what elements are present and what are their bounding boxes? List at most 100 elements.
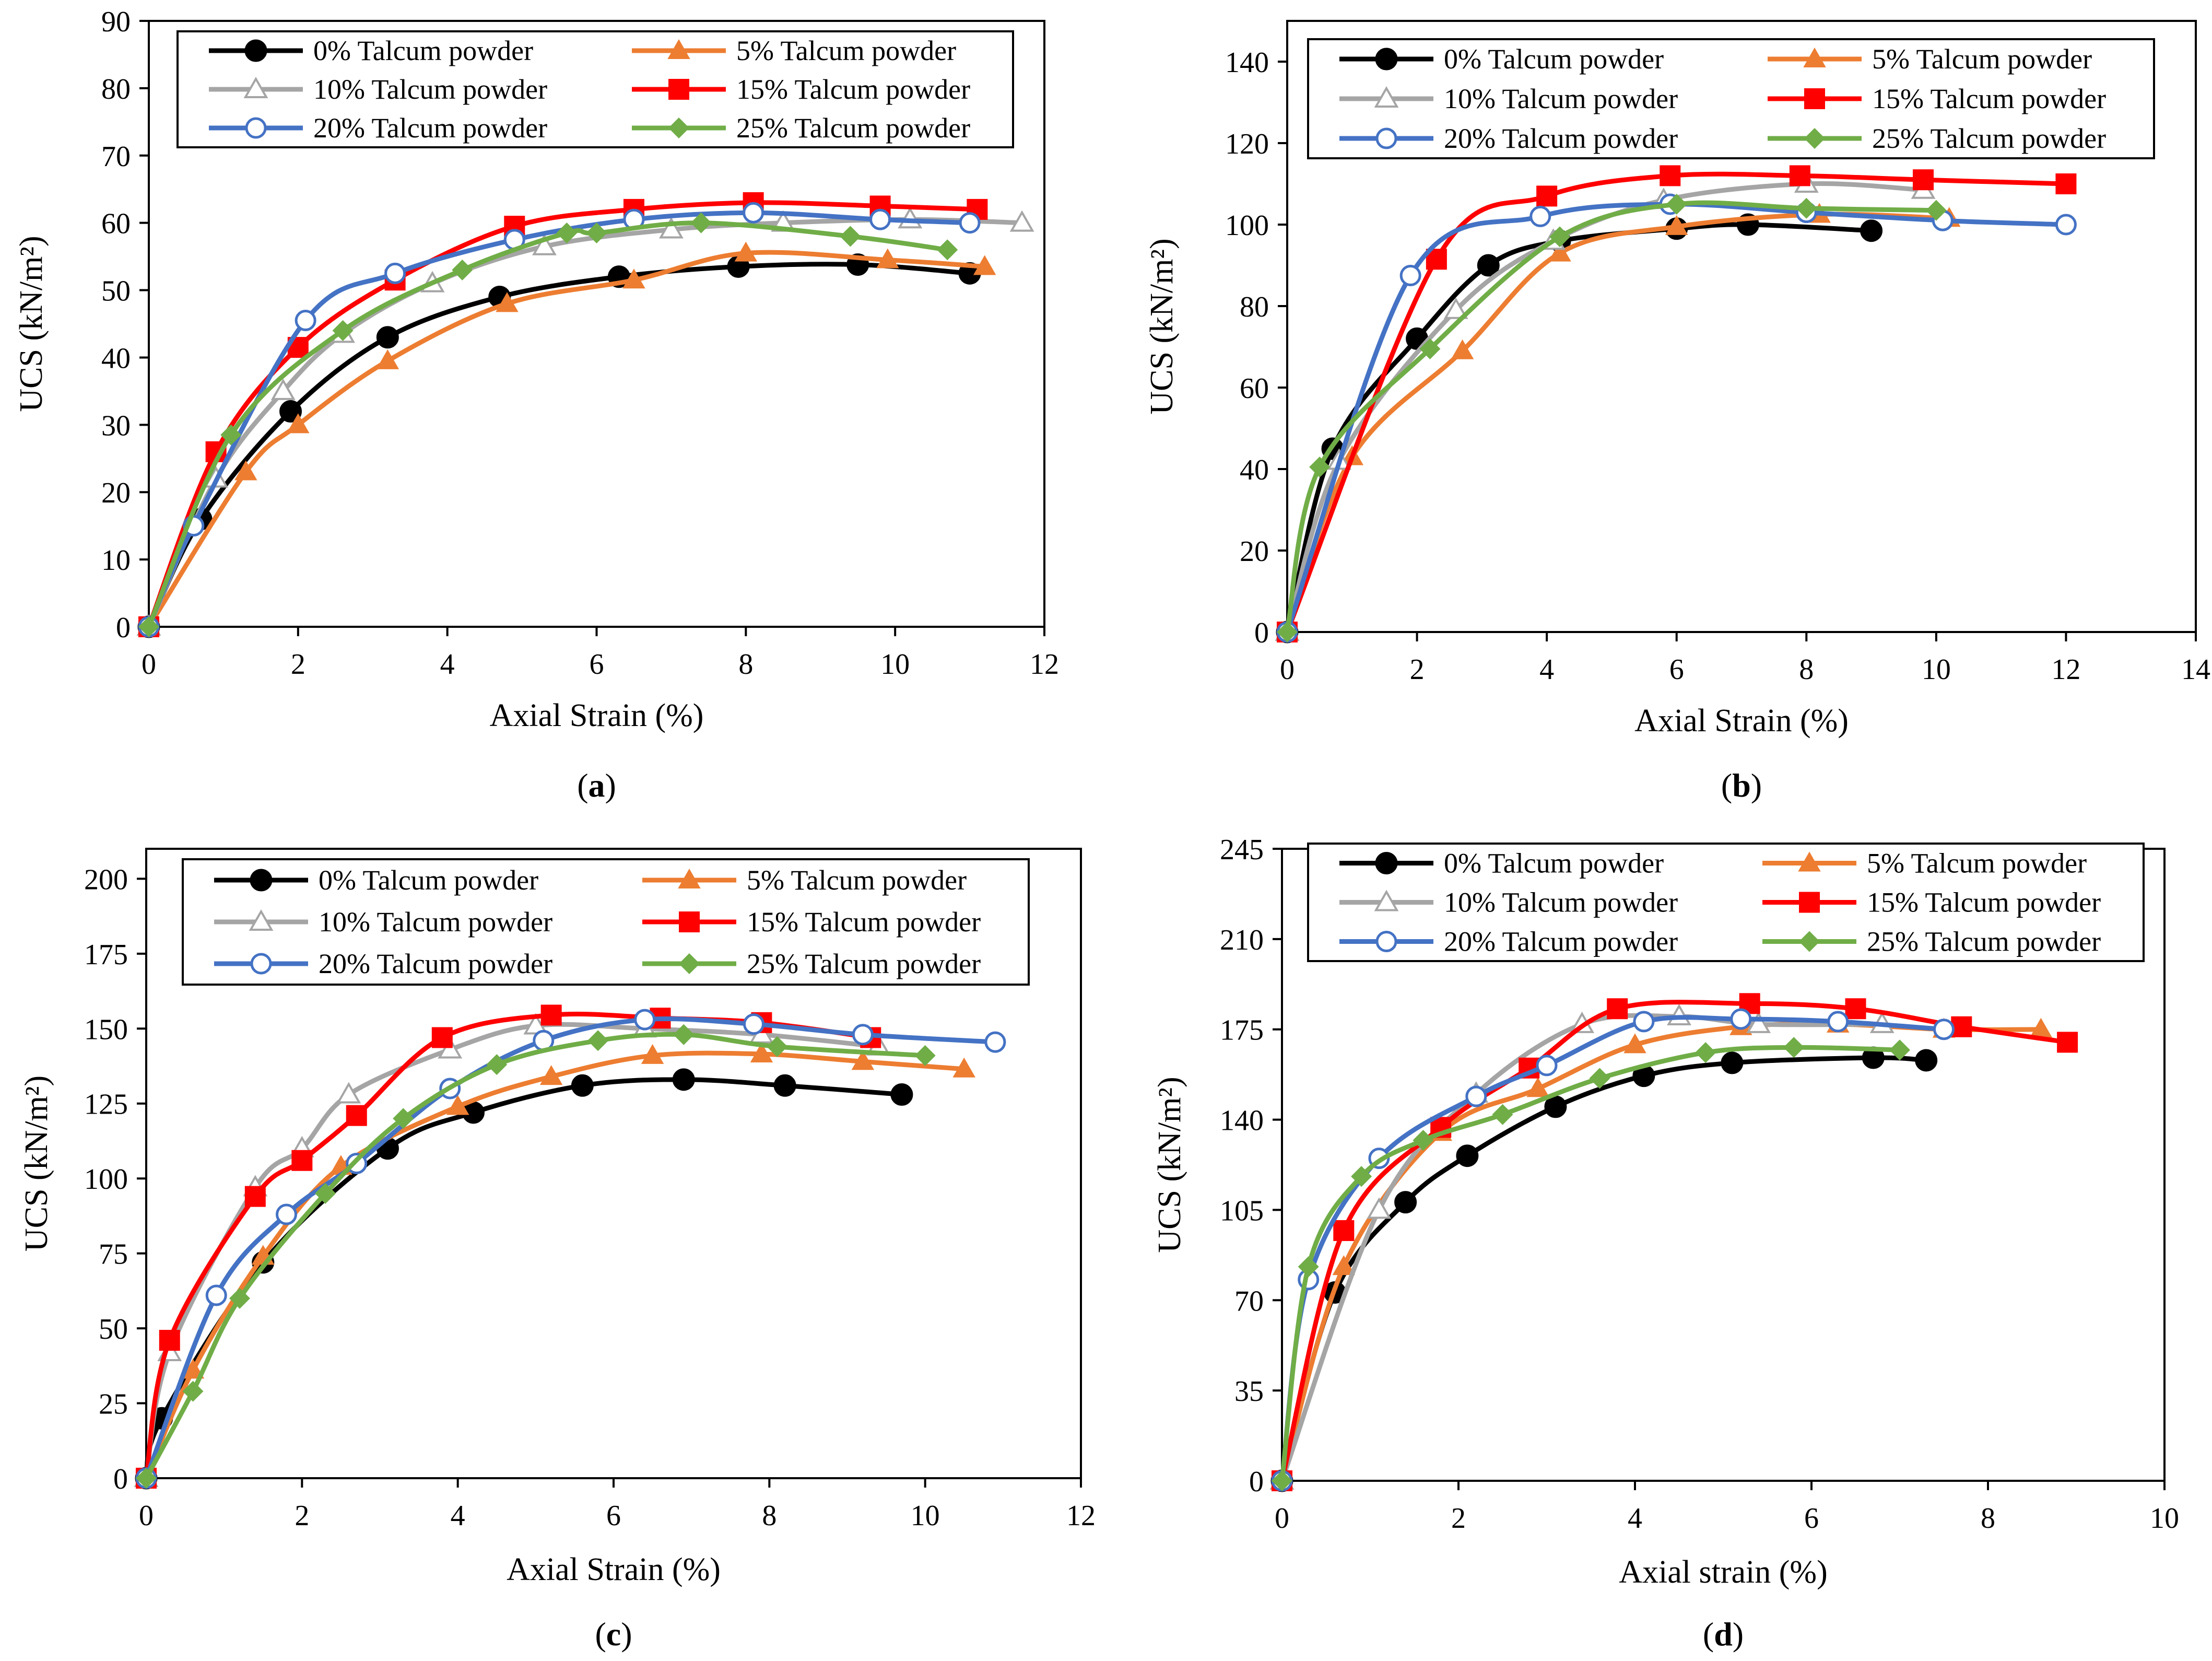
data-point [952,1057,975,1078]
data-point [234,460,257,481]
data-point [1477,254,1500,277]
data-point [244,1186,266,1207]
y-tick-label: 50 [99,1313,128,1346]
data-point [1332,1255,1356,1276]
data-point [1933,1019,1955,1040]
x-tick-label: 2 [1410,653,1425,686]
series-line [1285,202,2066,633]
data-point [672,1068,695,1091]
y-axis-label: UCS (kN/m²) [14,236,49,412]
y-tick-label: 80 [1240,291,1269,323]
panel-label-open-paren: ( [1703,1616,1714,1653]
x-tick-label: 0 [142,648,156,681]
y-tick-label: 200 [84,863,128,896]
legend-entry-label: 0% Talcum powder [319,864,538,896]
legend-swatch-marker [1375,931,1397,952]
series-line [146,217,1022,628]
x-tick-label: 4 [1628,1502,1642,1535]
x-axis-label: Axial strain (%) [1619,1554,1827,1590]
panel-label-letter: b [1732,767,1751,804]
data-point [220,424,242,446]
data-point [376,326,399,349]
x-tick-label: 8 [1799,653,1814,686]
data-point [159,1330,180,1351]
y-tick-label: 140 [1220,1105,1264,1137]
x-tick-label: 6 [1669,653,1684,686]
data-point [1443,297,1468,319]
panel-label: (a) [577,767,616,804]
x-axis-label: Axial Strain (%) [1634,703,1849,739]
data-point [1009,210,1034,232]
data-point [496,292,519,312]
data-point [452,259,473,280]
legend-entry-label: 15% Talcum powder [1872,83,2106,114]
y-tick-label: 25 [99,1388,128,1421]
data-point [851,1050,875,1070]
legend-swatch-marker [1374,890,1399,911]
legend-swatch-marker [1799,892,1820,913]
data-point [937,239,958,261]
legend-swatch-marker [249,909,274,931]
data-point [1298,1256,1319,1278]
legend-entry-label: 25% Talcum powder [736,112,970,144]
y-tick-label: 75 [99,1238,128,1271]
x-tick-label: 10 [1922,653,1951,686]
y-tick-label: 90 [101,6,131,38]
legend-entry-label: 15% Talcum powder [747,906,981,938]
data-point [743,1013,764,1035]
data-point [1845,998,1866,1020]
data-point [690,212,712,233]
data-point [1666,194,1687,215]
data-point [539,1065,563,1085]
y-tick-label: 0 [1249,1466,1264,1498]
data-point [1548,241,1571,262]
y-tick-label: 100 [1225,209,1269,242]
data-point [1456,1144,1479,1167]
y-tick-label: 40 [1240,454,1269,486]
data-point [1333,1220,1355,1241]
data-point [2057,1032,2078,1053]
y-axis-label: UCS (kN/m²) [1152,1077,1187,1253]
x-tick-label: 0 [139,1500,154,1532]
data-point [1695,1042,1716,1063]
series-line [144,1077,902,1479]
data-point [2055,173,2077,194]
data-point [1721,1051,1744,1074]
y-tick-label: 0 [113,1463,128,1495]
data-point [1536,185,1558,207]
legend-box [1307,38,2155,159]
data-point [315,1183,336,1204]
data-point [1536,1055,1558,1077]
y-tick-label: 60 [101,208,131,240]
data-point [984,1031,1006,1053]
x-tick-label: 12 [2051,653,2080,686]
data-point [1827,1011,1849,1033]
y-tick-label: 40 [101,342,131,375]
legend-swatch-marker [245,117,267,139]
data-point [1789,165,1810,186]
data-point [973,255,996,275]
x-tick-label: 6 [1804,1502,1819,1535]
x-tick-label: 10 [911,1500,940,1532]
data-point [138,616,159,637]
data-point [914,1045,936,1066]
data-point [1746,1011,1771,1033]
panel-label-letter: d [1714,1616,1733,1653]
series-line [146,210,970,628]
panel-label-open-paren: ( [1721,767,1732,804]
legend-swatch-marker [1799,931,1820,952]
data-point [1730,1008,1752,1030]
data-point [431,1027,453,1048]
legend-entry-label: 5% Talcum powder [747,864,967,896]
data-point [1413,1130,1434,1151]
data-point [384,262,406,284]
data-point [270,378,296,400]
data-point [1451,339,1474,359]
panel-label-open-paren: ( [577,767,588,804]
x-tick-label: 6 [590,648,604,681]
data-point [586,223,607,243]
series-line [144,1050,964,1479]
legend-entry-label: 5% Talcum powder [1867,848,2087,879]
y-tick-label: 30 [101,410,131,442]
legend-entry-label: 0% Talcum powder [1444,848,1664,879]
